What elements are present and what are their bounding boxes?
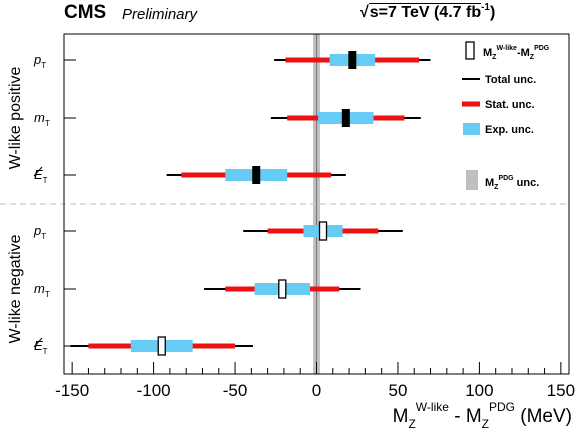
central-value-marker-filled bbox=[348, 51, 357, 69]
row-label: pT bbox=[33, 223, 46, 241]
energy-value: s=7 TeV (4.7 fb bbox=[368, 3, 482, 21]
x-axis-title: MZW-like - MZPDG (MeV) bbox=[393, 400, 572, 430]
legend-marker-icon bbox=[465, 41, 475, 60]
energy-close: ) bbox=[490, 4, 496, 21]
row-label: pT bbox=[33, 52, 46, 70]
status-label: Preliminary bbox=[122, 6, 198, 23]
legend-stat-label: Stat. unc. bbox=[485, 99, 535, 111]
legend-exp-box bbox=[463, 123, 480, 135]
row-label: mT bbox=[34, 110, 50, 128]
missing-energy-slash bbox=[33, 337, 43, 348]
x-tick-label: -150 bbox=[55, 381, 89, 400]
legend-total-label: Total unc. bbox=[485, 74, 536, 86]
central-value-marker-filled bbox=[341, 109, 350, 127]
energy-label: √s=7 TeV (4.7 fb-1) bbox=[360, 2, 495, 22]
central-value-marker-open bbox=[318, 221, 328, 241]
x-tick-label: 150 bbox=[547, 381, 575, 400]
x-tick-label: 50 bbox=[388, 381, 407, 400]
row-label: ET bbox=[34, 338, 48, 356]
sqrt-symbol: √ bbox=[360, 4, 369, 21]
legend-exp-label: Exp. unc. bbox=[485, 124, 534, 136]
row-label: ET bbox=[34, 167, 48, 185]
lumi-exponent: -1 bbox=[481, 2, 490, 13]
group-label: W-like negative bbox=[7, 234, 24, 343]
central-value-marker-open bbox=[157, 336, 166, 356]
x-tick-label: -50 bbox=[223, 381, 248, 400]
experiment-label: CMS bbox=[64, 2, 107, 23]
legend-pdg-box bbox=[466, 170, 478, 190]
x-tick-label: 100 bbox=[465, 381, 493, 400]
central-value-marker-open bbox=[278, 279, 287, 299]
legend-pdg-label: MZPDG unc. bbox=[485, 175, 539, 191]
group-label: W-like positive bbox=[7, 66, 24, 169]
x-tick-label: 0 bbox=[312, 381, 321, 400]
missing-energy-slash bbox=[33, 166, 43, 177]
central-value-marker-filled bbox=[252, 166, 261, 184]
x-tick-label: -100 bbox=[137, 381, 171, 400]
row-label: mT bbox=[34, 281, 50, 299]
legend-marker-label: MZW-like-MZPDG bbox=[483, 45, 550, 61]
